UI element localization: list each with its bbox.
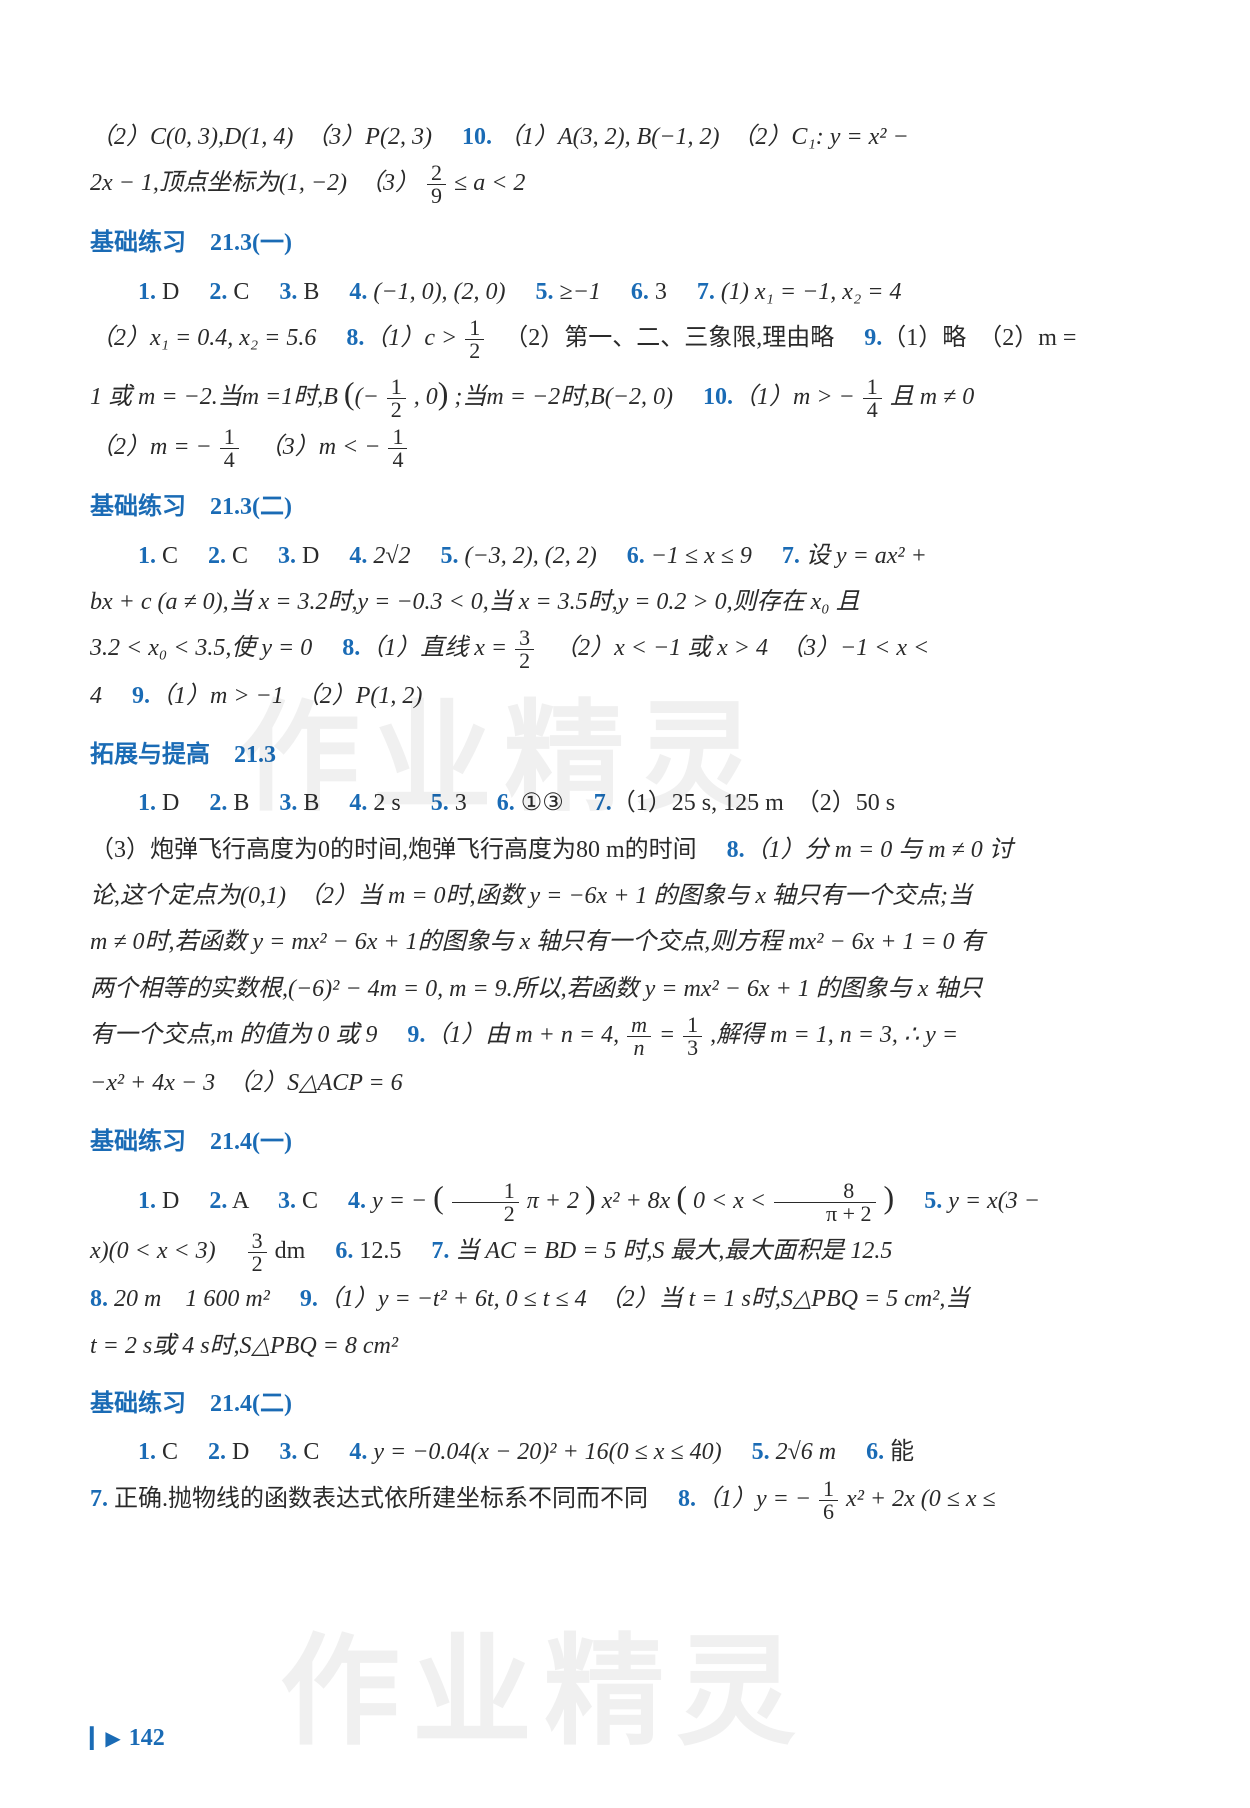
s3-l6: 有一个交点,m 的值为 0 或 9 9.（1）由 m + n = 4, mn =… [90,1013,1160,1059]
top-line-1: （2）C(0, 3),D(1, 4) （3）P(2, 3) 10. （1）A(3… [90,115,1160,159]
s1-l1: 1. D 2. C 3. B 4. (−1, 0), (2, 0) 5. ≥−1… [90,270,1160,314]
top-line-2: 2x − 1,顶点坐标为(1, −2) （3） 29 ≤ a < 2 [90,161,1160,207]
triangle-icon: ▎▶ [90,1726,121,1751]
s1-l2: （2）x₁ = 0.4, x₂ = 5.6 8.（1）c > 12 （2）第一、… [90,316,1160,362]
s2-l1: 1. C 2. C 3. D 4. 2√2 5. (−3, 2), (2, 2)… [90,534,1160,578]
s3-l7: −x² + 4x − 3 （2）S△ACP = 6 [90,1061,1160,1105]
s2-l2: bx + c (a ≠ 0),当 x = 3.2时,y = −0.3 < 0,当… [90,580,1160,624]
s3-l4: m ≠ 0时,若函数 y = mx² − 6x + 1的图象与 x 轴只有一个交… [90,920,1160,964]
s4-l4: t = 2 s或 4 s时,S△PBQ = 8 cm² [90,1324,1160,1368]
section-heading: 拓展与提高 21.3 [90,733,1160,777]
s3-l1: 1. D 2. B 3. B 4. 2 s 5. 3 6. ①③ 7.（1）25… [90,781,1160,825]
s3-l5: 两个相等的实数根,(−6)² − 4m = 0, m = 9.所以,若函数 y … [90,967,1160,1011]
s2-l4: 4 9.（1）m > −1 （2）P(1, 2) [90,674,1160,718]
section-heading: 基础练习 21.3(二) [90,485,1160,529]
page-number: 142 [129,1725,165,1752]
section-heading: 基础练习 21.4(一) [90,1120,1160,1164]
s4-l2: x)(0 < x < 3) 32 dm 6. 12.5 7. 当 AC = BD… [90,1229,1160,1275]
s5-l1: 1. C 2. D 3. C 4. y = −0.04(x − 20)² + 1… [90,1430,1160,1474]
s4-l1: 1. D 2. A 3. C 4. y = − ( 12 π + 2 ) x² … [90,1168,1160,1227]
s2-l3: 3.2 < x₀ < 3.5,使 y = 0 8.（1）直线 x = 32 （2… [90,626,1160,672]
s3-l3: 论,这个定点为(0,1) （2）当 m = 0时,函数 y = −6x + 1 … [90,874,1160,918]
watermark: 作业精灵 [280,1594,808,1768]
s3-l2: （3）炮弹飞行高度为0的时间,炮弹飞行高度为80 m的时间 8.（1）分 m =… [90,828,1160,872]
fraction: 29 [427,162,446,207]
section-heading: 基础练习 21.3(一) [90,221,1160,265]
s4-l3: 8. 20 m 1 600 m² 9.（1）y = −t² + 6t, 0 ≤ … [90,1277,1160,1321]
s1-l4: （2）m = − 14 （3）m < − 14 [90,425,1160,471]
s5-l2: 7. 正确.抛物线的函数表达式依所建坐标系不同而不同 8.（1）y = − 16… [90,1477,1160,1523]
section-heading: 基础练习 21.4(二) [90,1382,1160,1426]
s1-l3: 1 或 m = −2.当m =1时,B ((− 12 , 0) ;当m = −2… [90,364,1160,423]
page-content: （2）C(0, 3),D(1, 4) （3）P(2, 3) 10. （1）A(3… [0,0,1250,1585]
page-footer: ▎▶ 142 [90,1725,165,1752]
